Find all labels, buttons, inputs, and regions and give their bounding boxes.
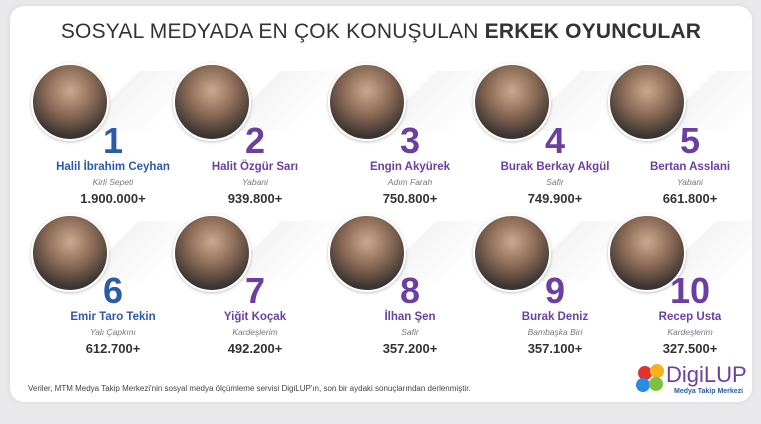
portrait: [473, 63, 551, 141]
actor-name: Bertan Asslani: [649, 161, 731, 173]
mention-count: 492.200+: [227, 341, 283, 356]
show-name: Yabani: [242, 177, 268, 187]
actor-name: Halit Özgür Sarı: [211, 161, 299, 173]
show-name: Yabani: [677, 177, 703, 187]
ranking-item: 3 Engin Akyürek Adım Farah 750.800+: [328, 63, 495, 211]
portrait: [608, 63, 686, 141]
rank-number: 5: [679, 120, 701, 161]
portrait: [31, 63, 109, 141]
rank-number: 2: [244, 120, 266, 161]
actor-name: Engin Akyürek: [369, 161, 451, 173]
actor-name: Burak Berkay Akgül: [500, 161, 610, 173]
portrait: [608, 214, 686, 292]
portrait: [328, 63, 406, 141]
rank-number: 8: [399, 270, 421, 311]
rank-number: 3: [399, 120, 421, 161]
ranking-item: 10 Recep Usta Kardeşlerim 327.500+: [608, 214, 752, 361]
logo-text: DigiLUP: [666, 362, 747, 387]
portrait: [473, 214, 551, 292]
actor-name: Burak Deniz: [521, 311, 589, 323]
mention-count: 612.700+: [85, 341, 141, 356]
portrait: [173, 63, 251, 141]
show-name: Kardeşlerim: [667, 327, 713, 337]
show-name: Yalı Çapkını: [90, 327, 136, 337]
card: SOSYAL MEDYADA EN ÇOK KONUŞULAN ERKEK OY…: [10, 6, 752, 402]
show-name: Kirli Sepeti: [92, 177, 134, 187]
mention-count: 357.200+: [382, 341, 438, 356]
ranking-item: 8 İlhan Şen Safir 357.200+: [328, 214, 495, 361]
actor-name: İlhan Şen: [384, 311, 436, 323]
ranking-item: 7 Yiğit Koçak Kardeşlerim 492.200+: [173, 214, 340, 361]
show-name: Adım Farah: [387, 177, 433, 187]
show-name: Kardeşlerim: [232, 327, 278, 337]
mention-count: 357.100+: [527, 341, 583, 356]
portrait: [328, 214, 406, 292]
show-name: Bambaşka Biri: [527, 327, 583, 337]
logo-subtitle: Medya Takip Merkezi: [674, 388, 744, 395]
rank-number: 9: [544, 270, 566, 311]
title: SOSYAL MEDYADA EN ÇOK KONUŞULAN ERKEK OY…: [10, 20, 752, 44]
portrait: [173, 214, 251, 292]
mention-count: 327.500+: [662, 341, 718, 356]
actor-name: Halil İbrahim Ceyhan: [56, 161, 170, 173]
ranking-item: 1 Halil İbrahim Ceyhan Kirli Sepeti 1.900.0…: [31, 63, 198, 211]
actor-name: Emir Taro Tekin: [70, 311, 156, 323]
show-name: Safir: [401, 327, 419, 337]
title-regular: SOSYAL MEDYADA EN ÇOK KONUŞULAN: [60, 20, 479, 43]
show-name: Safir: [546, 177, 564, 187]
ranking-item: 6 Emir Taro Tekin Yalı Çapkını 612.700+: [31, 214, 198, 361]
rank-number: 1: [102, 120, 124, 161]
mention-count: 661.800+: [662, 191, 718, 206]
actor-name: Recep Usta: [658, 311, 722, 323]
rank-number: 7: [244, 270, 266, 311]
mention-count: 1.900.000+: [80, 191, 146, 206]
title-bold: ERKEK OYUNCULAR: [484, 20, 702, 43]
mention-count: 749.900+: [527, 191, 583, 206]
mention-count: 750.800+: [382, 191, 438, 206]
mention-count: 939.800+: [227, 191, 283, 206]
portrait: [31, 214, 109, 292]
ranking-item: 9 Burak Deniz Bambaşka Biri 357.100+: [473, 214, 640, 361]
rank-number: 10: [669, 270, 711, 311]
ranking-item: 5 Bertan Asslani Yabani 661.800+: [608, 63, 752, 211]
actor-name: Yiğit Koçak: [223, 311, 287, 323]
logo: DigiLUP Medya Takip Merkezi: [630, 360, 750, 400]
ranking-item: 2 Halit Özgür Sarı Yabani 939.800+: [173, 63, 340, 211]
rank-number: 6: [102, 270, 124, 311]
rank-number: 4: [544, 120, 566, 161]
ranking-item: 4 Burak Berkay Akgül Safir 749.900+: [473, 63, 640, 211]
footer-note: Veriler, MTM Medya Takip Merkezi'nin sos…: [28, 384, 471, 393]
